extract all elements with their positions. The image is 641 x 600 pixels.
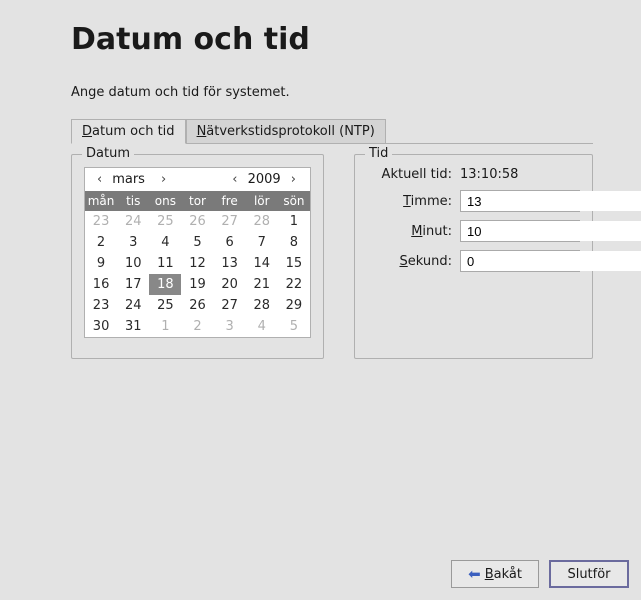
hour-label: Timme: [367, 194, 452, 209]
calendar-day[interactable]: 6 [214, 232, 246, 253]
tid-group-title: Tid [365, 146, 392, 161]
calendar-day[interactable]: 15 [278, 253, 310, 274]
calendar-day[interactable]: 26 [181, 211, 213, 232]
calendar-day[interactable]: 10 [117, 253, 149, 274]
weekday-header: ons [149, 191, 181, 211]
calendar-day[interactable]: 8 [278, 232, 310, 253]
calendar-grid: måntisonstorfrelörsön 232425262728123456… [85, 191, 310, 337]
calendar-day[interactable]: 28 [246, 211, 278, 232]
calendar-day[interactable]: 18 [149, 274, 181, 295]
calendar-day[interactable]: 27 [214, 295, 246, 316]
weekday-header: sön [278, 191, 310, 211]
calendar-day[interactable]: 4 [246, 316, 278, 337]
calendar-day[interactable]: 1 [278, 211, 310, 232]
calendar-day[interactable]: 24 [117, 211, 149, 232]
weekday-header: tor [181, 191, 213, 211]
prev-month-button[interactable]: ‹ [91, 172, 108, 187]
calendar-day[interactable]: 24 [117, 295, 149, 316]
tab-ntp[interactable]: Nätverkstidsprotokoll (NTP) [186, 119, 386, 144]
calendar-day[interactable]: 28 [246, 295, 278, 316]
calendar-day[interactable]: 29 [278, 295, 310, 316]
calendar-day[interactable]: 25 [149, 211, 181, 232]
second-row: Sekund: ▲▼ [367, 250, 580, 272]
hour-input[interactable] [461, 191, 641, 211]
back-arrow-icon: ⬅ [468, 565, 481, 583]
year-section: ‹ 2009 › [224, 172, 304, 187]
current-time-value: 13:10:58 [460, 167, 518, 182]
datum-group: Datum ‹ mars › ‹ 2009 › måntisonstorfrel… [71, 154, 324, 359]
back-button[interactable]: ⬅ Bakåt [451, 560, 539, 588]
page-title: Datum och tid [53, 22, 611, 57]
tab-bar: Datum och tid Nätverkstidsprotokoll (NTP… [53, 118, 611, 143]
next-year-button[interactable]: › [285, 172, 302, 187]
calendar-day[interactable]: 1 [149, 316, 181, 337]
tab-datum-tid[interactable]: Datum och tid [71, 119, 186, 144]
minute-input[interactable] [461, 221, 641, 241]
prev-year-button[interactable]: ‹ [226, 172, 243, 187]
minute-row: Minut: ▲▼ [367, 220, 580, 242]
minute-label: Minut: [367, 224, 452, 239]
calendar-day[interactable]: 4 [149, 232, 181, 253]
left-sidebar-strip [0, 0, 23, 600]
weekday-header: lör [246, 191, 278, 211]
month-label[interactable]: mars [108, 172, 155, 187]
hour-row: Timme: ▲▼ [367, 190, 580, 212]
second-label: Sekund: [367, 254, 452, 269]
calendar-day[interactable]: 2 [85, 232, 117, 253]
calendar-day[interactable]: 27 [214, 211, 246, 232]
calendar-day[interactable]: 21 [246, 274, 278, 295]
weekday-header: mån [85, 191, 117, 211]
calendar-day[interactable]: 19 [181, 274, 213, 295]
calendar-day[interactable]: 3 [117, 232, 149, 253]
weekday-header: fre [214, 191, 246, 211]
calendar-day[interactable]: 25 [149, 295, 181, 316]
calendar-day[interactable]: 14 [246, 253, 278, 274]
current-time-row: Aktuell tid: 13:10:58 [367, 167, 580, 182]
calendar-day[interactable]: 23 [85, 211, 117, 232]
calendar-day[interactable]: 5 [278, 316, 310, 337]
weekday-header: tis [117, 191, 149, 211]
calendar-day[interactable]: 3 [214, 316, 246, 337]
main-content: Datum och tid Ange datum och tid för sys… [23, 0, 641, 600]
second-input[interactable] [461, 251, 641, 271]
calendar-day[interactable]: 30 [85, 316, 117, 337]
year-label[interactable]: 2009 [248, 172, 281, 187]
finish-button[interactable]: Slutför [549, 560, 629, 588]
page-description: Ange datum och tid för systemet. [53, 85, 611, 100]
calendar-day[interactable]: 11 [149, 253, 181, 274]
current-time-label: Aktuell tid: [367, 167, 452, 182]
calendar-header: ‹ mars › ‹ 2009 › [85, 168, 310, 191]
second-spinbox[interactable]: ▲▼ [460, 250, 580, 272]
calendar-day[interactable]: 20 [214, 274, 246, 295]
calendar-day[interactable]: 7 [246, 232, 278, 253]
calendar-day[interactable]: 9 [85, 253, 117, 274]
calendar-day[interactable]: 17 [117, 274, 149, 295]
calendar-day[interactable]: 31 [117, 316, 149, 337]
calendar-day[interactable]: 23 [85, 295, 117, 316]
calendar-day[interactable]: 12 [181, 253, 213, 274]
calendar-day[interactable]: 16 [85, 274, 117, 295]
hour-spinbox[interactable]: ▲▼ [460, 190, 580, 212]
calendar-widget: ‹ mars › ‹ 2009 › måntisonstorfrelörsön … [84, 167, 311, 338]
tab-panel: Datum ‹ mars › ‹ 2009 › måntisonstorfrel… [71, 143, 593, 433]
calendar-day[interactable]: 5 [181, 232, 213, 253]
minute-spinbox[interactable]: ▲▼ [460, 220, 580, 242]
calendar-day[interactable]: 22 [278, 274, 310, 295]
calendar-day[interactable]: 26 [181, 295, 213, 316]
next-month-button[interactable]: › [155, 172, 172, 187]
footer-buttons: ⬅ Bakåt Slutför [451, 560, 629, 588]
calendar-day[interactable]: 2 [181, 316, 213, 337]
datum-group-title: Datum [82, 146, 134, 161]
tid-group: Tid Aktuell tid: 13:10:58 Timme: ▲▼ Minu… [354, 154, 593, 359]
calendar-day[interactable]: 13 [214, 253, 246, 274]
